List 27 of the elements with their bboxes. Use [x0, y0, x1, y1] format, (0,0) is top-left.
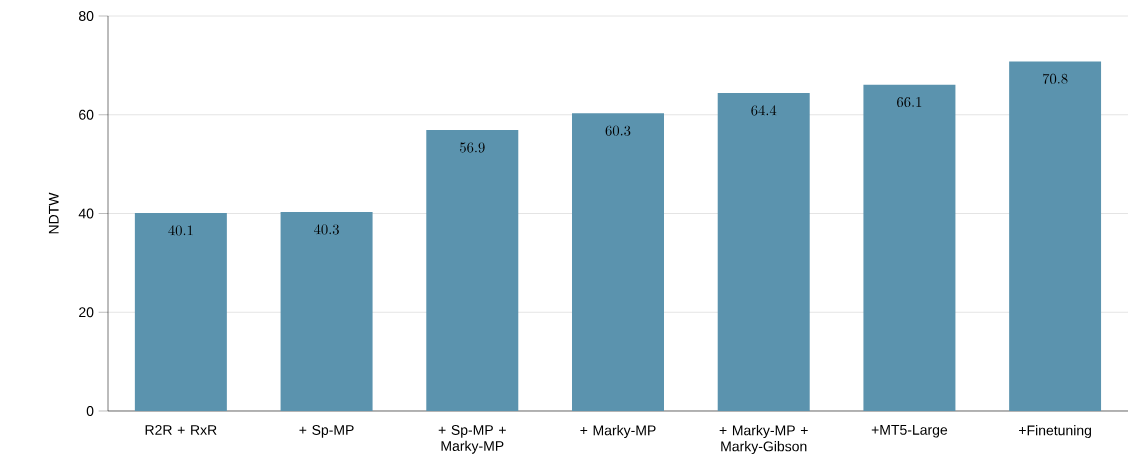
bar [717, 93, 810, 411]
x-tick-label: R2R + RxR [145, 425, 217, 435]
bar [572, 113, 664, 411]
data-label: 56.9 [460, 142, 485, 153]
data-label: 60.3 [605, 125, 631, 136]
x-tick-label: +Finetuning [1019, 425, 1091, 439]
data-label: 66. 1 [897, 97, 922, 108]
x-tick-label: + Marky-MP [580, 425, 656, 439]
bar [426, 130, 519, 411]
bar [863, 84, 956, 411]
data-label: 40. 1 [168, 225, 193, 236]
x-tick-label: + Marky-MP + Marky-Gibson [719, 425, 808, 455]
bar [280, 212, 373, 411]
y-tick-label: 20 [79, 307, 94, 318]
y-tick-label: 60 [79, 109, 94, 120]
bar [1009, 61, 1102, 411]
x-tick-label: + Sp-MP + Marky-MP [438, 425, 506, 454]
data-label: 64.4 [751, 105, 777, 116]
x-tick-label: +MT5-Large [871, 425, 948, 438]
x-tick-label: + Sp-MP [299, 425, 354, 438]
y-tick-label: 40 [78, 208, 94, 219]
y-axis-title: NDTW [48, 192, 59, 234]
bar [134, 213, 227, 411]
data-label: 40.3 [314, 224, 339, 235]
data-label: 70.8 [1042, 73, 1068, 84]
y-tick-label: 80 [78, 11, 94, 21]
y-tick-label: 0 [86, 406, 94, 416]
